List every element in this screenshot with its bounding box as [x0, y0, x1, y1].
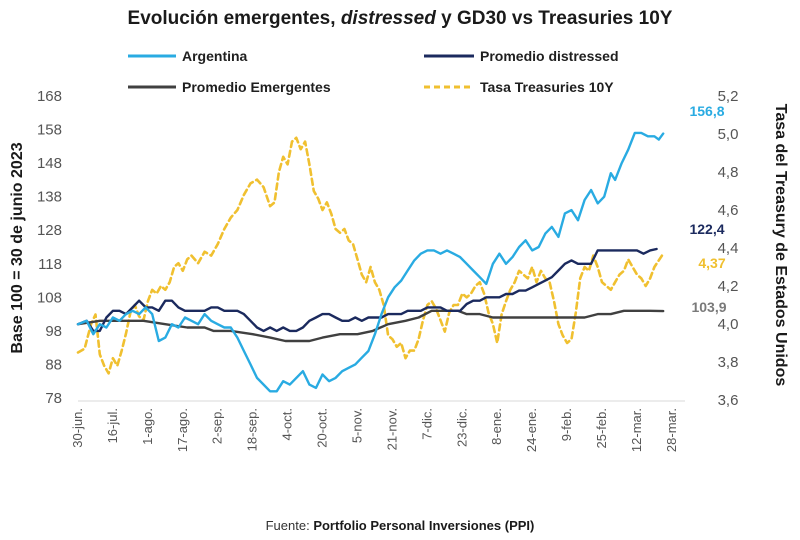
- source-prefix: Fuente:: [266, 518, 314, 533]
- series-line-tasa-treasuries-10y: [76, 136, 665, 375]
- y-tick-label: 168: [37, 88, 62, 105]
- y-tick-label: 78: [45, 390, 62, 407]
- x-tick-label: 30-jun.: [70, 408, 85, 448]
- legend-item-argentina[interactable]: Argentina: [128, 48, 248, 64]
- x-axis-ticks: 30-jun. 16-jul. 1-ago. 17-ago. 2-sep. 18-sep.…: [70, 408, 679, 452]
- y-tick-label: 138: [37, 189, 62, 206]
- legend-item-treasuries[interactable]: Tasa Treasuries 10Y: [424, 79, 614, 95]
- y2-tick-label: 5,0: [718, 126, 739, 143]
- series-lines: [76, 131, 665, 393]
- chart-title-part-2: distressed: [341, 8, 436, 29]
- y-axis-ticks: 168 158 148 138 128 118 108 98 88 78: [37, 88, 62, 407]
- y2-tick-label: 3,6: [718, 392, 739, 409]
- x-tick-label: 17-ago.: [175, 408, 190, 452]
- end-labels: 156,8 122,4 103,9 4,37: [689, 103, 726, 315]
- y-tick-label: 128: [37, 222, 62, 239]
- x-tick-label: 9-feb.: [559, 408, 574, 441]
- x-tick-label: 20-oct.: [315, 408, 330, 448]
- x-tick-label: 5-nov.: [349, 408, 364, 443]
- x-tick-label: 16-jul.: [105, 408, 120, 443]
- y-axis-title: Base 100 = 30 de junio 2023: [9, 142, 26, 353]
- y2-tick-label: 4,8: [718, 164, 739, 181]
- x-tick-label: 7-dic.: [419, 408, 434, 440]
- y2-tick-label: 5,2: [718, 88, 739, 105]
- y-tick-label: 158: [37, 122, 62, 139]
- y2-axis-title: Tasa del Treasury de Estados Unidos: [772, 104, 789, 387]
- x-tick-label: 8-ene.: [489, 408, 504, 445]
- end-label-argentina: 156,8: [689, 103, 724, 119]
- end-label-tasa-treasuries-10y: 4,37: [698, 255, 725, 271]
- legend-label-treasuries: Tasa Treasuries 10Y: [480, 79, 614, 95]
- x-tick-label: 18-sep.: [245, 408, 260, 451]
- y2-tick-label: 4,2: [718, 278, 739, 295]
- chart-title: Evolución emergentes, distressed y GD30 …: [128, 8, 673, 29]
- chart-title-part-1: Evolución emergentes,: [128, 8, 341, 29]
- y-tick-label: 148: [37, 155, 62, 172]
- x-tick-label: 28-mar.: [664, 408, 679, 452]
- x-tick-label: 23-dic.: [454, 408, 469, 447]
- x-tick-label: 1-ago.: [140, 408, 155, 445]
- legend-label-distressed: Promedio distressed: [480, 48, 619, 64]
- y2-tick-label: 4,6: [718, 202, 739, 219]
- end-label-promedio-emergentes: 103,9: [691, 299, 726, 315]
- y2-tick-label: 3,8: [718, 354, 739, 371]
- y-tick-label: 118: [38, 256, 62, 273]
- legend-item-distressed[interactable]: Promedio distressed: [424, 48, 619, 64]
- y-tick-label: 88: [45, 356, 62, 373]
- x-tick-label: 12-mar.: [629, 408, 644, 452]
- source-note: Fuente: Portfolio Personal Inversiones (…: [266, 518, 535, 533]
- y-tick-label: 108: [37, 289, 62, 306]
- x-tick-label: 4-oct.: [280, 408, 295, 441]
- chart-title-part-3: y GD30 vs Treasuries 10Y: [436, 8, 673, 29]
- y2-tick-label: 4,4: [718, 240, 739, 257]
- y2-axis-ticks: 5,2 5,0 4,8 4,6 4,4 4,2 4,0 3,8 3,6: [718, 88, 739, 409]
- y2-tick-label: 4,0: [718, 316, 739, 333]
- source-name: Portfolio Personal Inversiones (PPI): [313, 518, 534, 533]
- end-label-promedio-distressed: 122,4: [689, 221, 724, 237]
- series-line-promedio-distressed: [76, 247, 658, 333]
- series-line-promedio-emergentes: [76, 309, 665, 343]
- legend: Argentina Promedio distressed Promedio E…: [128, 48, 619, 95]
- legend-label-argentina: Argentina: [182, 48, 248, 64]
- series-line-argentina: [76, 131, 665, 393]
- y-tick-label: 98: [45, 323, 62, 340]
- x-tick-label: 25-feb.: [594, 408, 609, 448]
- legend-label-emergentes: Promedio Emergentes: [182, 79, 331, 95]
- x-tick-label: 2-sep.: [210, 408, 225, 444]
- legend-item-emergentes[interactable]: Promedio Emergentes: [128, 79, 331, 95]
- x-tick-label: 21-nov.: [384, 408, 399, 450]
- x-tick-label: 24-ene.: [524, 408, 539, 452]
